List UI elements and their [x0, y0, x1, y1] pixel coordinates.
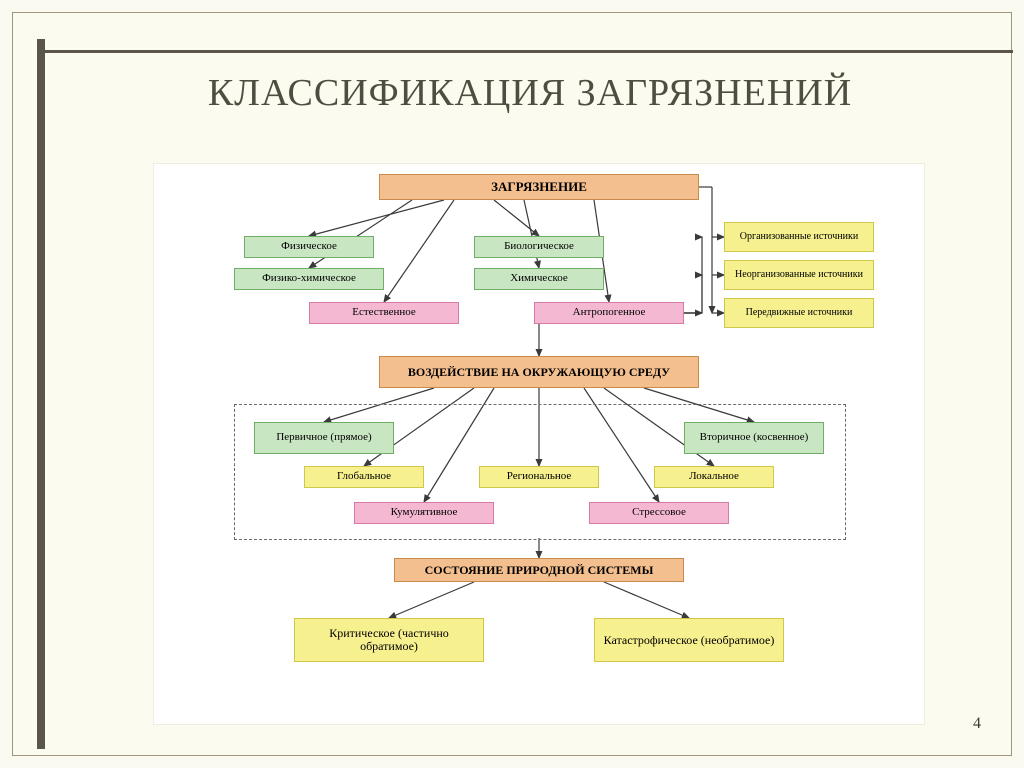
node-phys: Физическое [244, 236, 374, 258]
page-number: 4 [973, 715, 981, 733]
node-pollution: ЗАГРЯЗНЕНИЕ [379, 174, 699, 200]
node-physchem: Физико-химическое [234, 268, 384, 290]
node-unorg_src: Неорганизованные источники [724, 260, 874, 290]
node-mobile_src: Передвижные источники [724, 298, 874, 328]
classification-diagram: ЗАГРЯЗНЕНИЕ Физическое Биологическое Физико… [153, 163, 925, 725]
node-natural: Естественное [309, 302, 459, 324]
node-regional: Региональное [479, 466, 599, 488]
horizontal-accent [37, 50, 1013, 53]
node-secondary: Вторичное (косвенное) [684, 422, 824, 454]
node-global: Глобальное [304, 466, 424, 488]
node-chem: Химическое [474, 268, 604, 290]
node-bio: Биологическое [474, 236, 604, 258]
node-critical: Критическое (частично обратимое) [294, 618, 484, 662]
node-cumulative: Кумулятивное [354, 502, 494, 524]
slide-frame: КЛАССИФИКАЦИЯ ЗАГРЯЗНЕНИЙ 4 ЗАГРЯЗНЕНИЕ Ф… [12, 12, 1012, 756]
node-state: СОСТОЯНИЕ ПРИРОДНОЙ СИСТЕМЫ [394, 558, 684, 582]
node-catastrophic: Катастрофическое (необратимое) [594, 618, 784, 662]
node-local: Локальное [654, 466, 774, 488]
slide-title: КЛАССИФИКАЦИЯ ЗАГРЯЗНЕНИЙ [73, 71, 987, 115]
node-org_src: Организованные источники [724, 222, 874, 252]
node-impact: ВОЗДЕЙСТВИЕ НА ОКРУЖАЮЩУЮ СРЕДУ [379, 356, 699, 388]
vertical-accent [37, 39, 45, 749]
node-stress: Стрессовое [589, 502, 729, 524]
node-anthro: Антропогенное [534, 302, 684, 324]
node-primary: Первичное (прямое) [254, 422, 394, 454]
